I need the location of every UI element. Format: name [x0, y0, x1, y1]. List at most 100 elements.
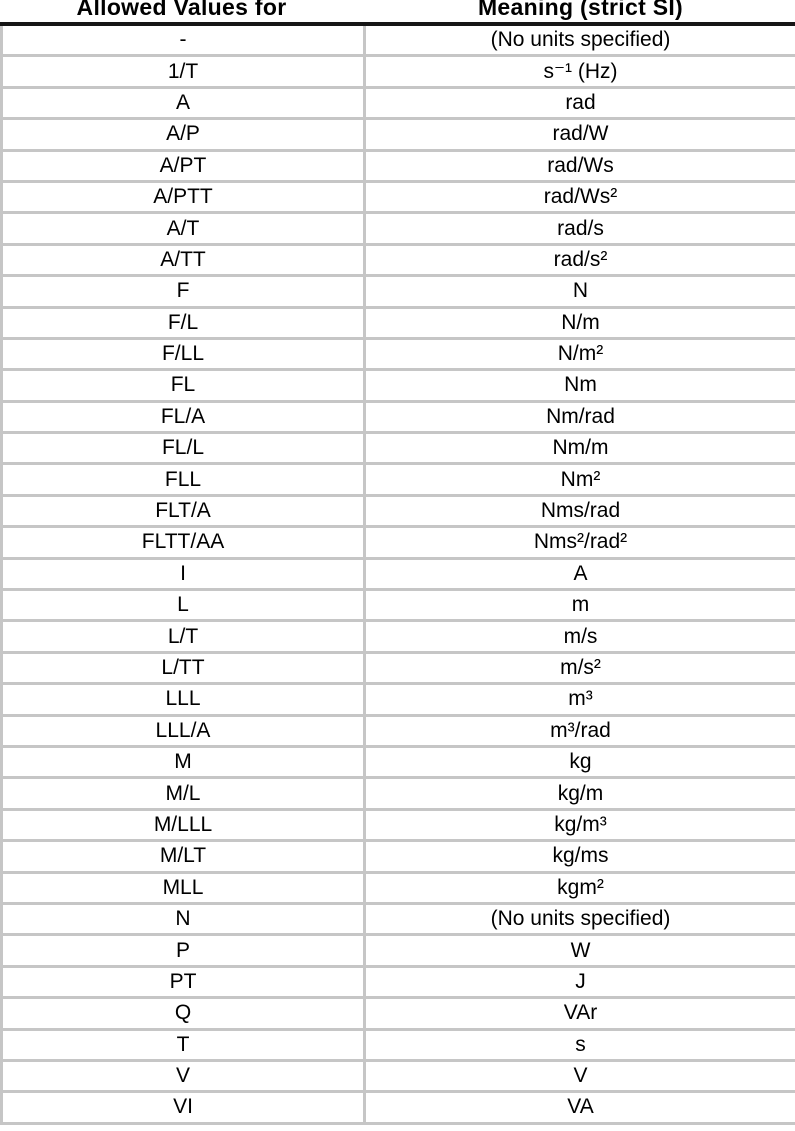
- meaning-cell: rad/W: [363, 117, 795, 152]
- table-row: A/P rad/W: [0, 117, 795, 152]
- meaning-cell: N/m²: [363, 336, 795, 372]
- meaning-cell: s⁻¹ (Hz): [363, 54, 795, 89]
- meaning-cell: rad: [363, 85, 795, 121]
- allowed-value-cell: FL: [0, 368, 366, 403]
- table-row: VI VA: [0, 1090, 795, 1125]
- allowed-value-cell: FL/L: [0, 431, 366, 466]
- table-row: A/TT rad/s²: [0, 242, 795, 278]
- table-row: PT J: [0, 964, 795, 1000]
- meaning-cell: Nm/rad: [363, 399, 795, 435]
- table-row: FLT/A Nms/rad: [0, 493, 795, 529]
- meaning-cell: rad/s²: [363, 242, 795, 278]
- table-row: N (No units specified): [0, 901, 795, 937]
- table-row: LLL/A m³/rad: [0, 713, 795, 749]
- table-row: FL/L Nm/m: [0, 431, 795, 466]
- table-row: FLL Nm²: [0, 462, 795, 497]
- allowed-value-cell: MLL: [0, 870, 366, 905]
- allowed-value-cell: L/TT: [0, 650, 366, 686]
- meaning-cell: m³: [363, 682, 795, 717]
- allowed-value-cell: N: [0, 901, 366, 937]
- allowed-value-cell: A/P: [0, 117, 366, 152]
- table-row: FLTT/AA Nms²/rad²: [0, 525, 795, 560]
- allowed-value-cell: L: [0, 588, 366, 623]
- meaning-cell: Nm²: [363, 462, 795, 497]
- allowed-value-cell: M/L: [0, 776, 366, 811]
- allowed-value-cell: A: [0, 85, 366, 121]
- allowed-value-cell: FLL: [0, 462, 366, 497]
- allowed-value-cell: I: [0, 556, 366, 592]
- allowed-value-cell: M: [0, 744, 366, 780]
- table-row: FL Nm: [0, 368, 795, 403]
- meaning-cell: A: [363, 556, 795, 592]
- table-row: M/LLL kg/m³: [0, 807, 795, 843]
- allowed-value-cell: FLTT/AA: [0, 525, 366, 560]
- table-row: A/PTT rad/Ws²: [0, 179, 795, 215]
- meaning-cell: kgm²: [363, 870, 795, 905]
- column-header-allowed-values: Allowed Values for: [76, 0, 287, 20]
- allowed-value-cell: T: [0, 1027, 366, 1062]
- allowed-value-cell: F/LL: [0, 336, 366, 372]
- table-header: Allowed Values for Meaning (strict SI): [0, 0, 795, 22]
- allowed-value-cell: F: [0, 274, 366, 309]
- allowed-value-cell: F/L: [0, 305, 366, 340]
- allowed-value-cell: VI: [0, 1090, 366, 1125]
- allowed-value-cell: A/PT: [0, 148, 366, 183]
- table-row: M/L kg/m: [0, 776, 795, 811]
- allowed-value-cell: L/T: [0, 619, 366, 654]
- meaning-cell: Nm: [363, 368, 795, 403]
- allowed-value-cell: M/LT: [0, 839, 366, 874]
- allowed-value-cell: 1/T: [0, 54, 366, 89]
- table-row: A/T rad/s: [0, 211, 795, 246]
- meaning-cell: (No units specified): [363, 22, 795, 58]
- meaning-cell: W: [363, 933, 795, 968]
- allowed-value-cell: P: [0, 933, 366, 968]
- meaning-cell: kg: [363, 744, 795, 780]
- meaning-cell: Nms²/rad²: [363, 525, 795, 560]
- meaning-cell: rad/Ws: [363, 148, 795, 183]
- table-row: M/LT kg/ms: [0, 839, 795, 874]
- meaning-cell: J: [363, 964, 795, 1000]
- table-row: MLL kgm²: [0, 870, 795, 905]
- allowed-value-cell: -: [0, 22, 366, 58]
- table-row: LLL m³: [0, 682, 795, 717]
- allowed-value-cell: LLL/A: [0, 713, 366, 749]
- meaning-cell: m/s: [363, 619, 795, 654]
- meaning-cell: V: [363, 1058, 795, 1094]
- meaning-cell: Nms/rad: [363, 493, 795, 529]
- table-row: F/L N/m: [0, 305, 795, 340]
- allowed-value-cell: FLT/A: [0, 493, 366, 529]
- meaning-cell: Nm/m: [363, 431, 795, 466]
- allowed-value-cell: FL/A: [0, 399, 366, 435]
- allowed-value-cell: A/T: [0, 211, 366, 246]
- meaning-cell: m³/rad: [363, 713, 795, 749]
- table-row: - (No units specified): [0, 22, 795, 58]
- allowed-value-cell: Q: [0, 996, 366, 1031]
- column-header-meaning: Meaning (strict SI): [477, 0, 684, 20]
- meaning-cell: s: [363, 1027, 795, 1062]
- allowed-value-cell: A/TT: [0, 242, 366, 278]
- table-row: A/PT rad/Ws: [0, 148, 795, 183]
- allowed-value-cell: V: [0, 1058, 366, 1094]
- table-row: 1/T s⁻¹ (Hz): [0, 54, 795, 89]
- meaning-cell: rad/s: [363, 211, 795, 246]
- table-row: FL/A Nm/rad: [0, 399, 795, 435]
- allowed-value-cell: LLL: [0, 682, 366, 717]
- meaning-cell: kg/ms: [363, 839, 795, 874]
- table-row: Q VAr: [0, 996, 795, 1031]
- meaning-cell: N/m: [363, 305, 795, 340]
- meaning-cell: VA: [363, 1090, 795, 1125]
- allowed-value-cell: PT: [0, 964, 366, 1000]
- allowed-value-cell: M/LLL: [0, 807, 366, 843]
- meaning-cell: (No units specified): [363, 901, 795, 937]
